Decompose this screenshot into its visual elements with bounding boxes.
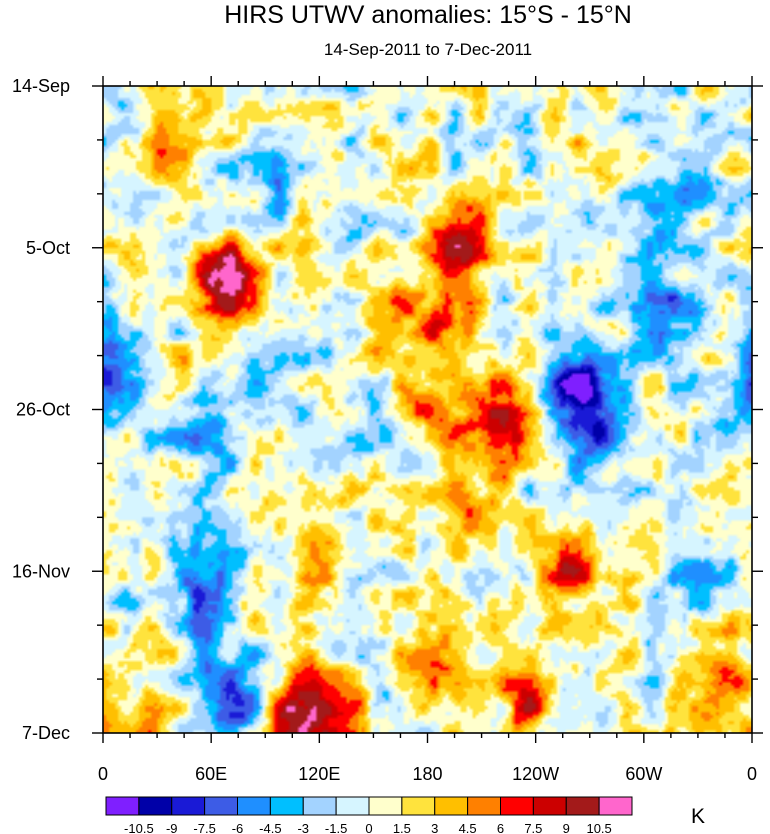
x-axis: 0 60E 120E 180 120W 60W 0 (98, 764, 757, 784)
colorbar-swatch (105, 796, 140, 816)
colorbar-swatch (368, 796, 403, 816)
x-tick-label: 60E (195, 764, 227, 784)
colorbar-level-label: -4.5 (259, 821, 281, 834)
x-tick-label: 120E (298, 764, 340, 784)
colorbar-swatch (204, 796, 238, 816)
colorbar-level-label: 0 (365, 821, 372, 834)
x-tick-label: 120W (512, 764, 559, 784)
colorbar-swatch (598, 796, 633, 816)
plot-frame (102, 85, 753, 734)
colorbar-swatch (302, 796, 337, 816)
colorbar-units: K (691, 805, 705, 828)
axis-ticks (92, 76, 763, 743)
y-tick-label: 14-Sep (12, 76, 70, 96)
colorbar-swatch (434, 796, 469, 816)
colorbar-level-label: -9 (166, 821, 178, 834)
colorbar-swatch (138, 796, 173, 816)
chart-subtitle: 14-Sep-2011 to 7-Dec-2011 (323, 40, 533, 59)
y-axis: 14-Sep 5-Oct 26-Oct 16-Nov 7-Dec (12, 76, 70, 743)
colorbar-level-label: -6 (232, 821, 244, 834)
colorbar-level-label: -10.5 (124, 821, 154, 834)
colorbar-swatch (532, 796, 567, 816)
chart-title: HIRS UTWV anomalies: 15°S - 15°N (224, 1, 632, 29)
colorbar: -10.5 -9 -7.5 -6 -4.5 -3 -1.5 0 1.5 3 4.5 6 7.5 9 10.5 (105, 796, 633, 834)
x-tick-label: 60W (625, 764, 662, 784)
colorbar-swatch (237, 796, 271, 816)
colorbar-level-label: 1.5 (393, 821, 411, 834)
colorbar-level-label: 7.5 (524, 821, 542, 834)
y-tick-label: 5-Oct (26, 238, 70, 258)
colorbar-level-label: -7.5 (193, 821, 215, 834)
colorbar-swatch (171, 796, 206, 816)
colorbar-level-label: 3 (431, 821, 438, 834)
colorbar-level-label: 6 (497, 821, 504, 834)
y-tick-label: 7-Dec (22, 723, 70, 743)
colorbar-level-label: 10.5 (586, 821, 611, 834)
colorbar-swatch (565, 796, 600, 816)
colorbar-swatch (335, 796, 370, 816)
y-tick-label: 26-Oct (16, 400, 70, 420)
colorbar-level-label: 9 (563, 821, 570, 834)
colorbar-level-label: 4.5 (459, 821, 477, 834)
colorbar-swatch (401, 796, 436, 816)
y-tick-label: 16-Nov (12, 561, 70, 581)
colorbar-swatch (500, 796, 534, 816)
anomaly-field (103, 86, 752, 733)
colorbar-level-label: -3 (297, 821, 309, 834)
x-tick-label: 180 (412, 764, 442, 784)
x-tick-label: 0 (747, 764, 757, 784)
colorbar-swatch (269, 796, 304, 816)
colorbar-swatch (467, 796, 501, 816)
colorbar-level-label: -1.5 (325, 821, 347, 834)
x-tick-label: 0 (98, 764, 108, 784)
